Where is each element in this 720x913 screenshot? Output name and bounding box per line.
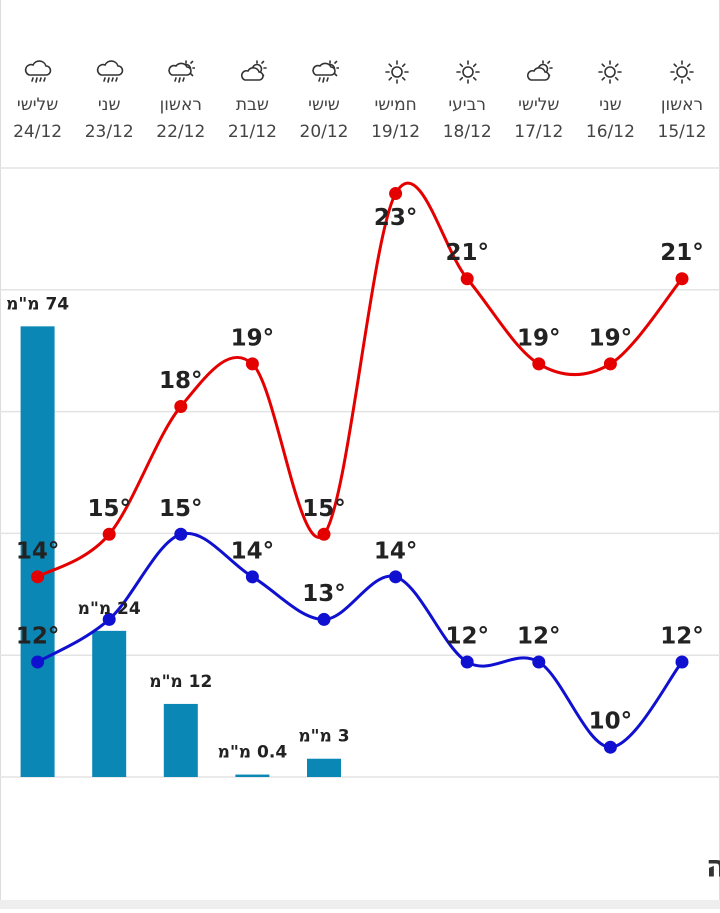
x-tick-label: 22/12 <box>156 122 205 142</box>
temperature-point <box>532 655 546 669</box>
rain-label: 12 מ"מ <box>149 672 212 692</box>
temperature-label: 21° <box>660 240 704 266</box>
icon-sun <box>670 60 694 84</box>
temperature-label: 14° <box>374 538 418 564</box>
day-name: שבת <box>236 95 269 115</box>
bottom-strip <box>0 900 720 909</box>
x-tick-label: 15/12 <box>658 122 707 142</box>
icon-partly-cloudy <box>240 60 267 81</box>
temperature-point <box>675 655 689 669</box>
temperature-label: 12° <box>517 624 561 650</box>
temperature-point <box>317 527 331 541</box>
day-name: רביעי <box>448 95 486 115</box>
rain-label: 74 מ"מ <box>6 294 69 314</box>
day-name: שלישי <box>518 95 559 115</box>
temperature-point <box>389 570 403 584</box>
temperature-label: 15° <box>87 496 131 522</box>
x-tick-label: 17/12 <box>514 122 563 142</box>
day-name: שישי <box>308 95 340 115</box>
x-tick-label: 21/12 <box>228 122 277 142</box>
icon-sun <box>456 60 480 84</box>
temperature-label: 21° <box>445 240 489 266</box>
temperature-point <box>532 357 546 371</box>
rain-label: 0.4 מ"מ <box>218 743 288 763</box>
x-tick-label: 24/12 <box>13 122 62 142</box>
temperature-label: 23° <box>374 205 418 231</box>
temperature-label: 12° <box>16 624 60 650</box>
temperature-label: 18° <box>159 368 203 394</box>
x-tick-label: 23/12 <box>85 122 134 142</box>
rain-bar <box>307 758 341 777</box>
rain-bar <box>92 630 127 777</box>
day-name: חמישי <box>374 95 416 115</box>
icon-sun-rain <box>312 60 339 83</box>
temperature-label: 10° <box>589 709 633 735</box>
temperature-point <box>603 740 617 754</box>
rain-label: 24 מ"מ <box>78 599 141 619</box>
temperature-point <box>31 655 45 669</box>
temperature-point <box>174 527 188 541</box>
day-name: שלישי <box>17 95 58 115</box>
rain-bar <box>20 326 55 777</box>
weather-icons <box>24 60 694 84</box>
temperature-label: 15° <box>159 496 203 522</box>
x-tick-label: 20/12 <box>300 122 349 142</box>
temperature-label: 14° <box>16 538 60 564</box>
temperature-point <box>675 272 689 286</box>
temperature-point <box>603 357 617 371</box>
day-name: ראשון <box>160 95 202 115</box>
day-name: ראשון <box>661 95 703 115</box>
day-name: שני <box>599 95 622 115</box>
icon-sun <box>385 60 409 84</box>
temperature-point <box>460 272 474 286</box>
icon-sun-rain <box>168 60 195 83</box>
temperature-label: 19° <box>589 325 633 351</box>
temperature-point <box>317 612 331 626</box>
rain-bars <box>20 326 341 777</box>
temperature-label: 15° <box>302 496 346 522</box>
temperature-label: 13° <box>302 581 346 607</box>
temperature-point <box>245 357 259 371</box>
x-tick-label: 16/12 <box>586 122 635 142</box>
temperature-point <box>174 399 188 413</box>
temperature-point <box>389 187 403 201</box>
temperature-label: 12° <box>660 624 704 650</box>
temperature-label: 12° <box>445 624 489 650</box>
icon-rain <box>96 60 124 83</box>
temperature-line <box>36 181 684 579</box>
x-tick-label: 18/12 <box>443 122 492 142</box>
temperature-line <box>36 531 684 749</box>
temperature-point <box>102 527 116 541</box>
day-name: שני <box>98 95 121 115</box>
icon-sun <box>598 60 622 84</box>
temperature-point <box>31 570 45 584</box>
icon-partly-cloudy <box>526 60 553 81</box>
icon-rain <box>24 60 52 83</box>
x-tick-label: 19/12 <box>371 122 420 142</box>
temperature-point <box>102 612 116 626</box>
rain-label: 3 מ"מ <box>298 727 349 747</box>
temperature-point <box>245 570 259 584</box>
temperature-point <box>460 655 474 669</box>
temperature-lines: 21° 19° 19° 21° 23° 15° 19° 18° 15° 14° 12° 10° 12° 1… <box>16 181 704 754</box>
chart-title: מזג אוויר שעתי בנתניה <box>706 850 720 885</box>
temperature-label: 19° <box>517 325 561 351</box>
rain-bar <box>235 774 270 777</box>
temperature-label: 14° <box>231 538 275 564</box>
rain-bar <box>163 703 198 777</box>
temperature-label: 19° <box>231 325 275 351</box>
